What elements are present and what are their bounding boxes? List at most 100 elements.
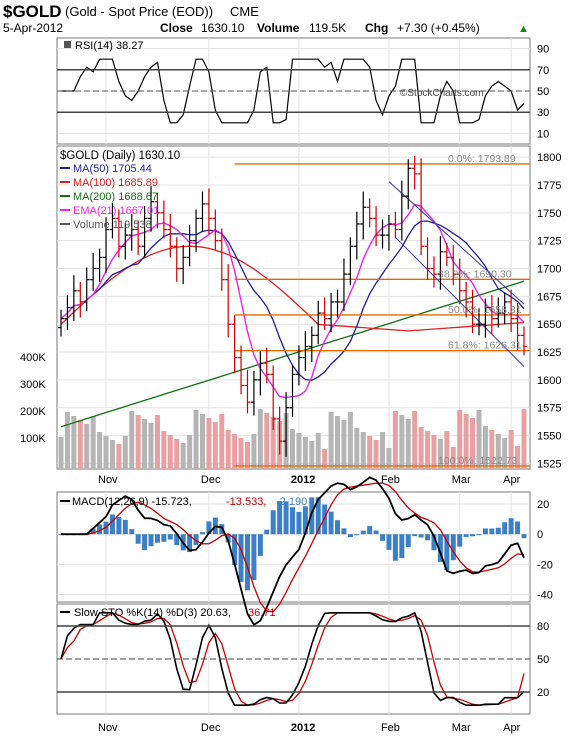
volume-bar (296, 433, 302, 469)
price-tick-label: 1575 (537, 403, 561, 415)
volume-bar (193, 410, 199, 469)
macd-histogram-bar (463, 534, 469, 538)
macd-histogram-bar (335, 520, 341, 535)
price-tick-label: 1650 (537, 319, 561, 331)
rsi-tick-label: 50 (537, 86, 549, 98)
symbol-title: $GOLD (3, 2, 62, 21)
volume-bar (199, 414, 205, 469)
macd-histogram-bar (232, 534, 238, 566)
channel-upper-line (388, 181, 525, 305)
up-arrow-icon: ▲ (518, 23, 529, 35)
fib-label: 38.2%: 1690.30 (438, 268, 512, 280)
x-axis-month-label: Nov (98, 722, 118, 734)
volume-bar (431, 435, 437, 469)
macd-histogram-bar (322, 504, 328, 535)
rsi-legend-text: RSI(14) 38.27 (75, 40, 143, 52)
x-axis-month-label: Apr (503, 474, 520, 486)
volume-bar (444, 431, 450, 469)
volume-bar (322, 449, 328, 469)
volume-bar (380, 432, 386, 469)
exchange-label: CME (230, 4, 259, 19)
macd-histogram-bar (283, 501, 289, 535)
macd-histogram-bar (296, 511, 302, 535)
macd-histogram-bar (341, 528, 347, 535)
macd-histogram-bar (457, 534, 463, 547)
macd-signal-line (61, 482, 525, 613)
volume-bar (412, 411, 418, 469)
legend-item-text: MA(200) 1688.67 (73, 191, 158, 203)
x-axis-month-label: Mar (452, 722, 471, 734)
macd-tick-label: 20 (537, 499, 549, 511)
macd-histogram-bar (277, 501, 283, 535)
volume-bar (232, 434, 238, 469)
rsi-tick-label: 30 (537, 107, 549, 119)
x-axis-month-label: Dec (201, 474, 221, 486)
volume-bar (367, 436, 373, 469)
volume-bar (109, 440, 115, 469)
volume-bar (457, 410, 463, 469)
volume-bar (489, 430, 495, 469)
macd-histogram-bar (450, 534, 456, 561)
volume-bar (142, 419, 148, 469)
macd-histogram-bar (354, 534, 360, 536)
price-tick-label: 1525 (537, 458, 561, 470)
price-tick-label: 1725 (537, 236, 561, 248)
macd-histogram-bar (412, 534, 418, 537)
x-axis-month-label: 2012 (291, 722, 315, 734)
macd-histogram-bar (392, 534, 398, 561)
macd-histogram-bar (367, 526, 373, 535)
volume-bar (270, 417, 276, 469)
volume-bar (399, 415, 405, 469)
macd-histogram-bar (431, 534, 437, 551)
volume-bar (335, 416, 341, 469)
volume-bar (495, 434, 501, 469)
fib-label: 0.0%: 1793.89 (448, 153, 516, 165)
volume-bar (251, 434, 257, 469)
volume-bar (174, 439, 180, 469)
volume-bar (508, 430, 514, 469)
legend-item-text: EMA(21) 1667.01 (73, 205, 159, 217)
symbol-name: (Gold - Spot Price (EOD)) (65, 4, 213, 19)
x-axis-month-label: 2012 (291, 474, 315, 486)
sto-tick-label: 20 (537, 687, 549, 699)
macd-histogram-bar (347, 534, 353, 538)
macd-line (61, 476, 525, 626)
macd-histogram-bar (508, 518, 514, 535)
volume-bar (167, 435, 173, 469)
volume-bar (58, 437, 64, 469)
macd-legend-b: -13.533, (226, 496, 266, 508)
price-tick-label: 1625 (537, 347, 561, 359)
volume-label: Volume (257, 21, 300, 35)
sto-legend-a: Slow STO %K(14) %D(3) 20.63, (74, 607, 231, 619)
macd-histogram-bar (135, 534, 141, 544)
x-axis-month-label: Mar (452, 474, 471, 486)
macd-histogram-bar (187, 534, 193, 553)
price-legend: $GOLD (Daily) 1630.10 MA(50) 1705.44 MA(1… (60, 150, 180, 231)
macd-histogram-bar (502, 522, 508, 535)
macd-histogram-bar (418, 534, 424, 538)
ma200-line (60, 280, 525, 428)
volume-bar (154, 415, 160, 469)
sto-tick-label: 50 (537, 654, 549, 666)
volume-tick-label: 300K (20, 379, 46, 391)
volume-bar (161, 431, 167, 469)
macd-histogram-bar (251, 534, 257, 580)
macd-tick-label: -40 (537, 589, 553, 601)
x-axis-month-label: Apr (503, 722, 520, 734)
macd-histogram-bar (444, 534, 450, 570)
volume-bar (302, 437, 308, 469)
volume-bar (463, 414, 469, 469)
date-label: 5-Apr-2012 (3, 21, 63, 35)
volume-bar (212, 422, 218, 469)
rsi-tick-label: 10 (537, 128, 549, 140)
price-legend-title: $GOLD (Daily) 1630.10 (60, 150, 180, 162)
volume-bar (347, 412, 353, 469)
macd-histogram-bar (309, 497, 315, 535)
macd-histogram-bar (482, 528, 488, 535)
volume-bar (90, 416, 96, 469)
macd-histogram-bar (238, 534, 244, 582)
volume-bar (437, 439, 443, 469)
macd-histogram-bar (90, 528, 96, 535)
macd-histogram-bar (148, 534, 154, 547)
